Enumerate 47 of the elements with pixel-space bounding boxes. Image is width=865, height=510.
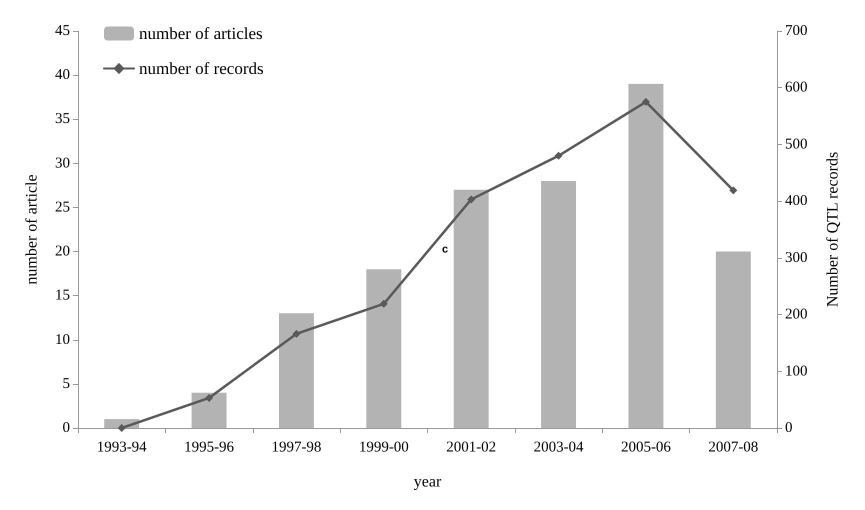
y2-tick-label: 700: [785, 23, 808, 39]
y-tick-label: 15: [55, 288, 70, 304]
x-tick-label: 2003-04: [534, 440, 584, 456]
y2-tick-label: 400: [785, 193, 808, 210]
y-tick-label: 35: [55, 111, 70, 128]
x-tick-label: 1993-94: [96, 440, 148, 456]
x-tick-label: 2007-08: [708, 440, 758, 456]
bar: [628, 84, 664, 428]
point: [118, 424, 126, 432]
y-axis-title: number of article: [24, 174, 40, 285]
x-tick-label: 1999-00: [358, 440, 409, 456]
y-tick-label: 40: [55, 67, 70, 84]
y2-tick-label: 500: [785, 136, 808, 152]
bar: [454, 190, 489, 428]
y2-tick-label: 200: [785, 306, 808, 323]
x-tick-label: 2001-02: [446, 440, 496, 456]
x-axis-title: year: [414, 474, 442, 490]
bar: [278, 313, 314, 428]
y2-axis-title: Number of QTL records: [824, 152, 842, 308]
x-tick-label: 2005-06: [620, 440, 672, 456]
bar: [716, 252, 751, 428]
y-tick-label: 5: [62, 376, 70, 392]
y2-tick-label: 100: [785, 363, 808, 380]
y2-tick-label: 600: [785, 80, 808, 96]
point: [292, 330, 300, 338]
y-tick-label: 30: [55, 155, 70, 172]
bar: [366, 269, 402, 428]
y-tick-label: 0: [62, 420, 70, 436]
point: [205, 394, 214, 402]
bar: [192, 392, 227, 428]
point: [467, 195, 476, 204]
point: [729, 186, 738, 194]
y2-tick-label: 0: [785, 420, 792, 436]
x-tick-label: 1997-98: [271, 440, 322, 456]
annotation: c: [442, 244, 448, 256]
y-tick-label: 45: [55, 23, 70, 39]
point: [642, 98, 650, 106]
y2-tick-label: 300: [785, 250, 808, 266]
y-tick-label: 25: [55, 199, 70, 216]
y-tick-label: 20: [55, 244, 70, 260]
legend-label: number of records: [139, 59, 264, 78]
legend-label: number of articles: [139, 24, 263, 43]
y-tick-label: 10: [55, 332, 70, 348]
point: [554, 152, 563, 160]
bar: [541, 180, 576, 428]
x-tick-label: 1995-96: [184, 440, 235, 456]
point: [380, 300, 388, 308]
